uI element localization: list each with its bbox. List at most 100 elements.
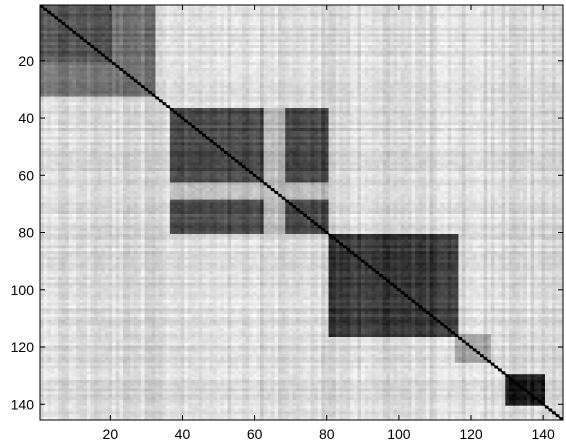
heatmap-cell: [108, 42, 113, 46]
heatmap-cell: [50, 7, 55, 12]
heatmap-cell: [462, 25, 467, 29]
heatmap-cell: [241, 33, 246, 37]
heatmap-cell: [548, 59, 553, 63]
heatmap-cell: [68, 85, 73, 89]
heatmap-cell: [241, 39, 246, 43]
heatmap-cell: [469, 85, 474, 89]
heatmap-cell: [50, 90, 55, 95]
heatmap-cell: [393, 70, 398, 75]
heatmap-cell: [393, 65, 398, 69]
heatmap-cell: [516, 70, 521, 75]
heatmap-cell: [198, 33, 203, 37]
heatmap-cell: [523, 79, 528, 83]
heatmap-cell: [79, 56, 84, 60]
heatmap-cell: [310, 67, 315, 72]
heatmap-cell: [487, 82, 492, 86]
heatmap-cell: [418, 16, 423, 20]
heatmap-cell: [245, 70, 250, 75]
heatmap-cell: [422, 67, 427, 72]
heatmap-cell: [252, 27, 257, 32]
heatmap-cell: [54, 45, 59, 49]
heatmap-cell: [213, 102, 218, 106]
heatmap-cell: [429, 99, 434, 103]
heatmap-cell: [555, 27, 560, 32]
heatmap-cell: [451, 59, 456, 63]
heatmap-cell: [220, 76, 225, 80]
heatmap-cell: [104, 25, 109, 29]
heatmap-cell: [411, 88, 416, 92]
heatmap-cell: [303, 73, 308, 77]
heatmap-cell: [411, 67, 416, 72]
heatmap-cell: [480, 88, 485, 92]
heatmap-cell: [342, 79, 347, 83]
heatmap-cell: [379, 79, 384, 83]
heatmap-cell: [234, 88, 239, 92]
heatmap-cell: [411, 10, 416, 14]
heatmap-cell: [418, 7, 423, 12]
heatmap-cell: [317, 45, 322, 49]
heatmap-cell: [159, 85, 164, 89]
heatmap-cell: [487, 16, 492, 20]
heatmap-cell: [159, 30, 164, 35]
heatmap-cell: [375, 62, 380, 66]
heatmap-cell: [267, 53, 272, 57]
heatmap-cell: [418, 22, 423, 26]
heatmap-cell: [505, 90, 510, 95]
heatmap-cell: [422, 88, 427, 92]
heatmap-cell: [177, 93, 182, 97]
heatmap-cell: [483, 65, 488, 69]
heatmap-cell: [205, 42, 210, 46]
heatmap-cell: [544, 53, 549, 57]
heatmap-cell: [108, 22, 113, 26]
heatmap-cell: [108, 16, 113, 20]
heatmap-cell: [148, 62, 153, 66]
heatmap-cell: [166, 13, 171, 17]
heatmap-cell: [433, 47, 438, 52]
heatmap-cell: [50, 102, 55, 106]
heatmap-cell: [480, 76, 485, 80]
heatmap-cell: [209, 88, 214, 92]
heatmap-cell: [263, 30, 268, 35]
heatmap-cell: [267, 47, 272, 52]
heatmap-cell: [483, 73, 488, 77]
heatmap-cell: [238, 90, 243, 95]
heatmap-cell: [260, 33, 265, 37]
heatmap-cell: [516, 67, 521, 72]
heatmap-cell: [180, 27, 185, 32]
heatmap-cell: [299, 10, 304, 14]
heatmap-cell: [371, 79, 376, 83]
heatmap-cell: [256, 96, 261, 100]
heatmap-cell: [487, 88, 492, 92]
heatmap-cell: [353, 25, 358, 29]
heatmap-cell: [559, 65, 564, 69]
heatmap-cell: [101, 88, 106, 92]
heatmap-cell: [310, 19, 315, 23]
heatmap-cell: [530, 10, 535, 14]
heatmap-cell: [494, 5, 499, 9]
heatmap-cell: [187, 62, 192, 66]
heatmap-cell: [50, 53, 55, 57]
heatmap-cell: [144, 70, 149, 75]
heatmap-cell: [552, 10, 557, 14]
heatmap-cell: [122, 76, 127, 80]
heatmap-cell: [339, 42, 344, 46]
heatmap-cell: [169, 67, 174, 72]
heatmap-cell: [526, 47, 531, 52]
heatmap-cell: [177, 36, 182, 40]
heatmap-cell: [472, 47, 477, 52]
heatmap-cell: [364, 62, 369, 66]
heatmap-cell: [335, 73, 340, 77]
heatmap-cell: [530, 27, 535, 32]
heatmap-cell: [238, 16, 243, 20]
heatmap-cell: [292, 73, 297, 77]
heatmap-cell: [133, 47, 138, 52]
heatmap-cell: [94, 99, 99, 103]
heatmap-cell: [407, 96, 412, 100]
heatmap-cell: [79, 19, 84, 23]
heatmap-cell: [433, 53, 438, 57]
heatmap-cell: [173, 47, 178, 52]
heatmap-cell: [162, 30, 167, 35]
heatmap-cell: [263, 36, 268, 40]
heatmap-cell: [516, 36, 521, 40]
heatmap-cell: [425, 47, 430, 52]
